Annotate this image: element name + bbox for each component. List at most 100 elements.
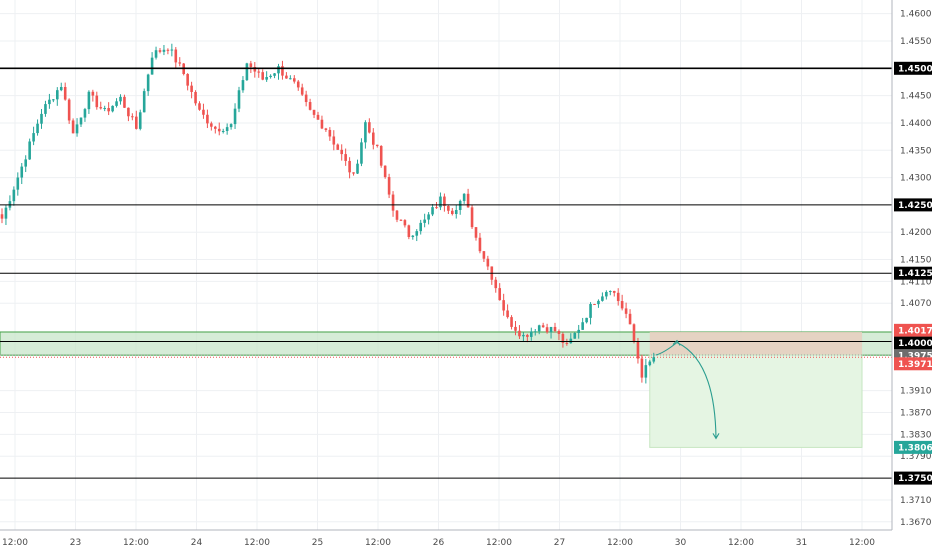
candle-body: [296, 81, 300, 88]
x-tick-label: 24: [191, 538, 203, 548]
last-price-tag: 1.39712: [898, 360, 932, 370]
candle-body: [249, 63, 253, 67]
candle-body: [395, 210, 399, 220]
candle-body: [470, 207, 474, 228]
candle-body: [454, 209, 458, 215]
candle-body: [573, 332, 577, 339]
candle-body: [52, 99, 55, 101]
candle-body: [581, 322, 584, 330]
level-tag-145: 1.45000: [898, 64, 932, 74]
time-axis[interactable]: 12:00 23 12:00 24 12:00 25 12:00 26 12:00 27 12:00…: [2, 538, 875, 548]
candle-body: [601, 296, 604, 301]
candle-body: [344, 154, 347, 161]
candle-body: [304, 94, 308, 103]
candle-body: [340, 149, 343, 155]
candle-body: [348, 160, 351, 173]
candle-body: [423, 219, 426, 223]
candle-body: [474, 227, 478, 238]
x-tick-label: 30: [675, 538, 687, 548]
candle-body: [320, 119, 324, 129]
candle-body: [162, 49, 166, 52]
candle-body: [210, 123, 213, 127]
last-price-tag-bg: [894, 357, 932, 371]
candle-body: [360, 142, 363, 164]
candle-body: [466, 193, 470, 208]
candle-body: [206, 114, 209, 124]
candle-body: [411, 235, 415, 238]
y-tick-label: 1.40700: [900, 299, 932, 309]
candle-body: [217, 128, 221, 132]
price-axis[interactable]: 1.46000 1.45500 1.44500 1.44000 1.43500 1.430…: [900, 10, 932, 528]
candle-body: [632, 324, 636, 342]
candle-body: [233, 108, 237, 125]
candle-body: [99, 107, 103, 109]
y-tick-label: 1.38700: [900, 409, 932, 419]
x-tick-label: 12:00: [365, 538, 391, 548]
x-tick-label: 12:00: [728, 538, 754, 548]
zone-mid-tag-bg: [894, 336, 932, 350]
level-tag-14125-bg: [894, 266, 932, 280]
projection-bounce-mark: [672, 339, 681, 346]
candle-body: [265, 77, 268, 80]
candle-body: [502, 300, 505, 311]
candle-body: [605, 291, 608, 297]
candle-body: [648, 361, 652, 366]
candle-body: [328, 129, 332, 137]
level-tag-14125: 1.41250: [898, 269, 932, 279]
candle-body: [356, 163, 359, 174]
candle-body: [443, 196, 446, 206]
y-tick-label: 1.37100: [900, 496, 932, 506]
candle-body: [194, 91, 197, 104]
candle-body: [368, 122, 371, 133]
candle-body: [462, 193, 466, 201]
projection-path: [655, 341, 717, 439]
candle-body: [431, 207, 434, 215]
candle-body: [91, 91, 95, 96]
candle-body: [652, 357, 656, 362]
candle-body: [229, 124, 233, 128]
x-tick-label: 25: [312, 538, 323, 548]
candle-body: [435, 207, 438, 209]
candle-body: [391, 194, 395, 211]
candle-body: [585, 317, 588, 323]
candle-body: [36, 123, 39, 134]
x-tick-label: 27: [554, 538, 565, 548]
candle-body: [0, 214, 4, 219]
candle-body: [289, 78, 292, 80]
target-tag-bg: [894, 440, 932, 454]
candle-body: [59, 87, 63, 91]
candle-body: [146, 74, 150, 92]
level-tag-1425: 1.42500: [898, 201, 932, 211]
candle-body: [526, 334, 529, 337]
candle-body: [4, 207, 8, 219]
candle-body: [561, 333, 565, 343]
candle-body: [514, 326, 517, 331]
candle-body: [32, 133, 35, 142]
candle-body: [225, 127, 229, 131]
candle-body: [154, 50, 158, 58]
x-tick-label: 12:00: [244, 538, 270, 548]
candle-body: [510, 317, 513, 327]
candle-body: [478, 237, 482, 252]
candle-body: [387, 177, 391, 195]
zones: [0, 331, 893, 448]
candle-body: [375, 144, 379, 146]
candle-body: [312, 109, 316, 115]
candle-body: [107, 108, 110, 112]
target-tag: 1.38062: [898, 443, 932, 453]
candle-body: [537, 325, 541, 332]
candle-body: [577, 329, 580, 333]
candle-body: [12, 189, 16, 202]
candle-body: [40, 113, 43, 124]
x-tick-label: 26: [433, 538, 445, 548]
candle-body: [245, 63, 249, 81]
stop-tag-bg: [894, 323, 932, 337]
candle-body: [530, 331, 533, 337]
candle-body: [293, 78, 296, 82]
x-tick-label: 31: [796, 538, 807, 548]
y-tick-label: 1.42000: [900, 228, 932, 238]
candle-body: [383, 165, 387, 178]
candle-body: [644, 365, 648, 378]
candle-body: [123, 96, 126, 108]
